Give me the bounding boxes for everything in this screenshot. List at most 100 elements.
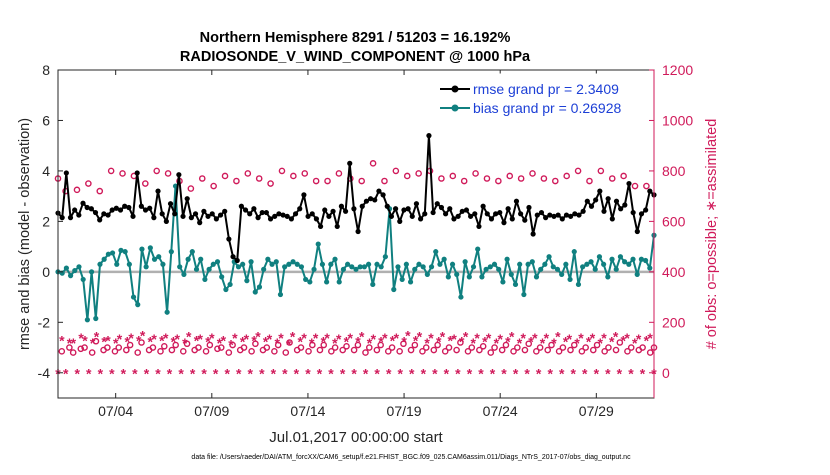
rmse-point	[580, 208, 586, 214]
rmse-point	[380, 192, 386, 198]
rmse-point	[376, 188, 382, 194]
bias-point	[319, 261, 326, 267]
assimilated-obs-point: *	[59, 332, 65, 348]
assimilated-obs-point: *	[471, 335, 477, 351]
possible-obs-point	[69, 349, 77, 356]
bias-point	[592, 266, 598, 272]
assimilated-obs-point: *	[459, 334, 465, 350]
rmse-point	[643, 207, 649, 213]
possible-obs-point	[631, 182, 639, 190]
bias-point	[193, 266, 200, 272]
assimilated-obs-point: *	[455, 365, 461, 381]
possible-obs-point	[593, 341, 601, 349]
rmse-point	[151, 215, 157, 221]
possible-obs-point	[582, 344, 589, 351]
possible-obs-point	[104, 344, 111, 351]
bias-point	[437, 261, 443, 267]
possible-obs-point	[320, 341, 328, 349]
assimilated-obs-point: *	[532, 330, 538, 346]
x-tick-label: 07/09	[194, 403, 229, 419]
bias-point	[370, 281, 376, 288]
assimilated-obs-point: *	[274, 335, 280, 351]
rmse-point	[347, 160, 353, 166]
assimilated-obs-point: *	[497, 331, 503, 347]
rmse-point	[372, 197, 378, 203]
assimilated-obs-point: *	[224, 365, 230, 381]
possible-obs-point	[400, 340, 407, 348]
bias-point	[269, 261, 275, 267]
possible-obs-point	[472, 170, 479, 177]
rmse-point	[572, 211, 578, 217]
y-tick-label-left: 2	[42, 213, 50, 229]
assimilated-obs-point: *	[647, 330, 653, 346]
bias-point	[210, 261, 216, 267]
bias-point	[80, 276, 86, 283]
bias-point	[277, 291, 284, 298]
assimilated-obs-point: *	[574, 335, 580, 351]
rmse-point	[263, 209, 269, 216]
assimilated-obs-point: *	[417, 329, 423, 345]
assimilated-obs-point: *	[151, 331, 157, 347]
bias-point	[332, 256, 338, 262]
assimilated-obs-point: *	[298, 334, 304, 350]
bias-point	[72, 267, 78, 274]
bias-point	[647, 265, 653, 271]
bias-point	[202, 276, 208, 283]
possible-obs-point	[586, 177, 593, 185]
bias-point	[168, 249, 174, 255]
rmse-point	[113, 205, 119, 211]
possible-obs-point	[77, 345, 85, 353]
y-axis-label-right: # of obs: o=possible; ∗=assimilated	[704, 119, 720, 350]
assimilated-obs-point: *	[594, 365, 600, 381]
possible-obs-point	[597, 167, 605, 175]
rmse-point	[497, 209, 503, 216]
assimilated-obs-point: *	[336, 331, 342, 347]
bias-point	[181, 271, 187, 277]
assimilated-obs-point: *	[271, 365, 277, 381]
rmse-point	[176, 172, 182, 178]
assimilated-obs-point: *	[117, 331, 123, 347]
bias-point	[559, 271, 565, 277]
rmse-point	[647, 188, 653, 194]
bias-point	[630, 256, 636, 262]
possible-obs-point	[445, 344, 453, 351]
rmse-point	[638, 211, 645, 217]
rmse-point	[76, 212, 82, 218]
y-tick-label-left: 0	[42, 264, 50, 280]
bias-point	[643, 257, 649, 264]
possible-obs-point	[343, 342, 350, 350]
chart-marks: ****************************************…	[54, 133, 658, 381]
bias-point	[315, 241, 321, 247]
rmse-point	[401, 207, 407, 213]
possible-obs-point	[624, 348, 631, 355]
assimilated-obs-point: *	[374, 365, 380, 381]
rmse-point	[626, 180, 632, 187]
bias-point	[328, 261, 334, 267]
bias-point	[164, 309, 170, 315]
assimilated-obs-point: *	[86, 365, 92, 381]
assimilated-obs-point: *	[255, 329, 261, 345]
bias-point	[424, 271, 430, 277]
bias-point	[365, 261, 372, 267]
assimilated-obs-point: *	[286, 336, 292, 352]
y-axis-label-left: rmse and bias (model - observation)	[17, 118, 33, 350]
possible-obs-point	[411, 341, 419, 349]
possible-obs-point	[369, 160, 377, 167]
rmse-point	[284, 213, 290, 219]
possible-obs-point	[305, 348, 312, 355]
bias-point	[407, 279, 414, 285]
bias-point	[416, 261, 422, 267]
rmse-point	[338, 203, 345, 209]
assimilated-obs-point: *	[401, 334, 407, 350]
rmse-point	[138, 203, 144, 209]
bias-point	[160, 261, 166, 267]
assimilated-obs-point: *	[390, 332, 396, 348]
possible-obs-point	[605, 344, 612, 351]
bias-point	[500, 279, 506, 285]
rmse-point	[272, 213, 278, 219]
bias-point	[118, 247, 124, 253]
assimilated-obs-point: *	[463, 329, 469, 345]
bias-point	[324, 279, 330, 285]
assimilated-obs-point: *	[217, 335, 223, 351]
rmse-point	[355, 228, 361, 235]
